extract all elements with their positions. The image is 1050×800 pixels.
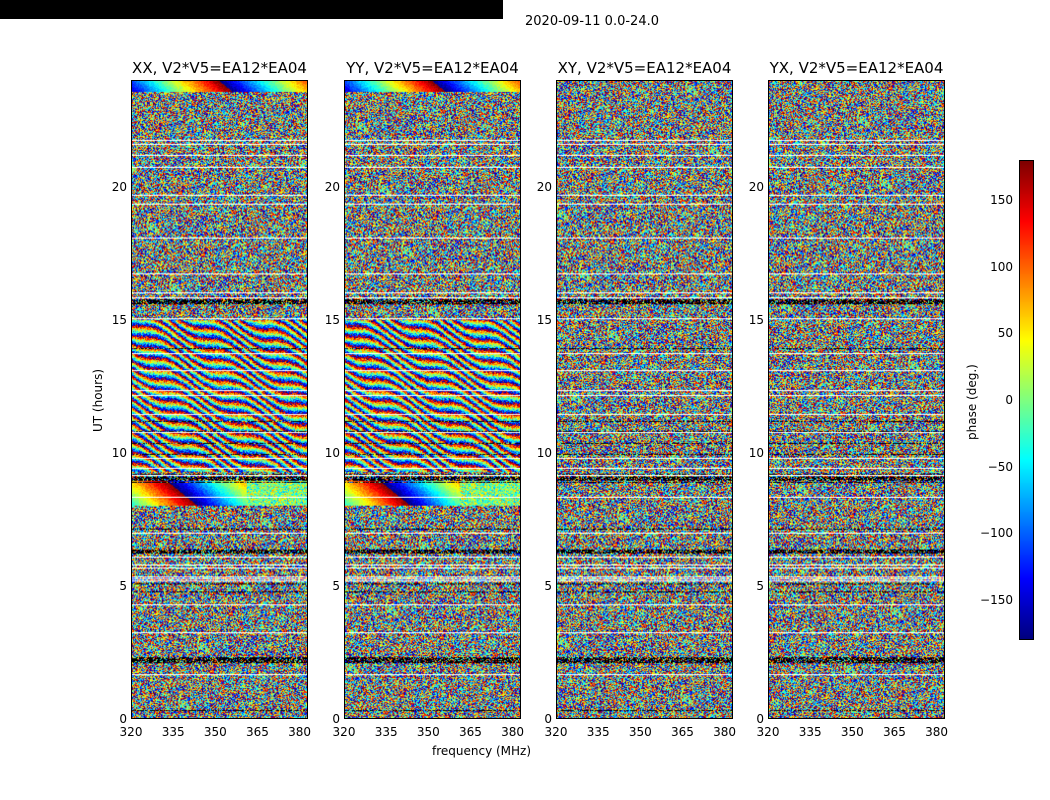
x-tick-label: 350 (628, 725, 652, 739)
x-tick-label: 380 (925, 725, 949, 739)
y-tick-label: 0 (756, 712, 764, 726)
x-tick-label: 320 (756, 725, 780, 739)
panel-title-1: YY, V2*V5=EA12*EA04 (346, 59, 519, 77)
colorbar-tick-label: 150 (990, 193, 1013, 207)
colorbar-tick-label: 50 (997, 326, 1013, 341)
heatmap-canvas (769, 81, 944, 718)
x-tick-label: 335 (374, 725, 398, 739)
heatmap-panel-3 (768, 80, 945, 719)
x-tick-label: 320 (544, 725, 568, 739)
x-tick-label: 335 (798, 725, 822, 739)
y-tick-label: 10 (748, 445, 764, 460)
panel-title-3: YX, V2*V5=EA12*EA04 (769, 59, 944, 77)
x-tick-label: 335 (586, 725, 610, 739)
panel-title-2: XY, V2*V5=EA12*EA04 (557, 59, 732, 77)
y-tick-label: 10 (111, 445, 127, 460)
y-tick-label: 0 (119, 712, 127, 726)
x-tick-label: 320 (332, 725, 356, 739)
x-tick-label: 365 (882, 725, 906, 739)
y-tick-label: 5 (756, 578, 764, 593)
y-tick-label: 5 (332, 578, 340, 593)
x-tick-label: 350 (416, 725, 440, 739)
heatmap-panel-1 (344, 80, 521, 719)
y-tick-label: 15 (324, 312, 340, 327)
y-tick-label: 20 (536, 179, 552, 194)
x-tick-label: 365 (245, 725, 269, 739)
colorbar-tick-label: −100 (980, 526, 1013, 541)
x-tick-label: 320 (119, 725, 143, 739)
y-tick-label: 5 (119, 578, 127, 593)
y-tick-label: 15 (748, 312, 764, 327)
x-tick-label: 335 (161, 725, 185, 739)
y-tick-label: 10 (324, 445, 340, 460)
y-tick-label: 0 (544, 712, 552, 726)
colorbar-tick-label: −50 (987, 459, 1013, 474)
y-tick-label: 20 (748, 179, 764, 194)
colorbar-gradient (1020, 161, 1033, 639)
colorbar-tick-label: 100 (990, 259, 1013, 274)
y-tick-label: 5 (544, 578, 552, 593)
colorbar-tick-label: −150 (980, 593, 1013, 607)
x-tick-label: 380 (501, 725, 525, 739)
colorbar-tick: left:1029px;top:600px;width:5px;height:1… (0, 0, 356, 19)
y-tick-label: 15 (536, 312, 552, 327)
panel-title-0: XX, V2*V5=EA12*EA04 (132, 59, 307, 77)
colorbar-label: phase (deg.) (965, 364, 979, 440)
heatmap-panel-2 (556, 80, 733, 719)
y-tick-label: 0 (332, 712, 340, 726)
x-tick-label: 350 (203, 725, 227, 739)
x-tick-label: 380 (288, 725, 312, 739)
colorbar (1019, 160, 1034, 640)
y-tick-label: 20 (324, 179, 340, 194)
x-tick-label: 380 (713, 725, 737, 739)
colorbar-tick-label: 0 (1005, 393, 1013, 407)
heatmap-canvas (345, 81, 520, 718)
heatmap-canvas (132, 81, 307, 718)
figure-title: 2020-09-11 0.0-24.0 (525, 14, 659, 29)
x-tick-label: 365 (458, 725, 482, 739)
y-tick-label: 10 (536, 445, 552, 460)
x-axis-label: frequency (MHz) (432, 744, 532, 758)
heatmap-canvas (557, 81, 732, 718)
y-tick-label: 20 (111, 179, 127, 194)
heatmap-panel-0 (131, 80, 308, 719)
y-axis-label: UT (hours) (91, 368, 105, 432)
x-tick-label: 350 (840, 725, 864, 739)
y-tick-label: 15 (111, 312, 127, 327)
x-tick-label: 365 (670, 725, 694, 739)
